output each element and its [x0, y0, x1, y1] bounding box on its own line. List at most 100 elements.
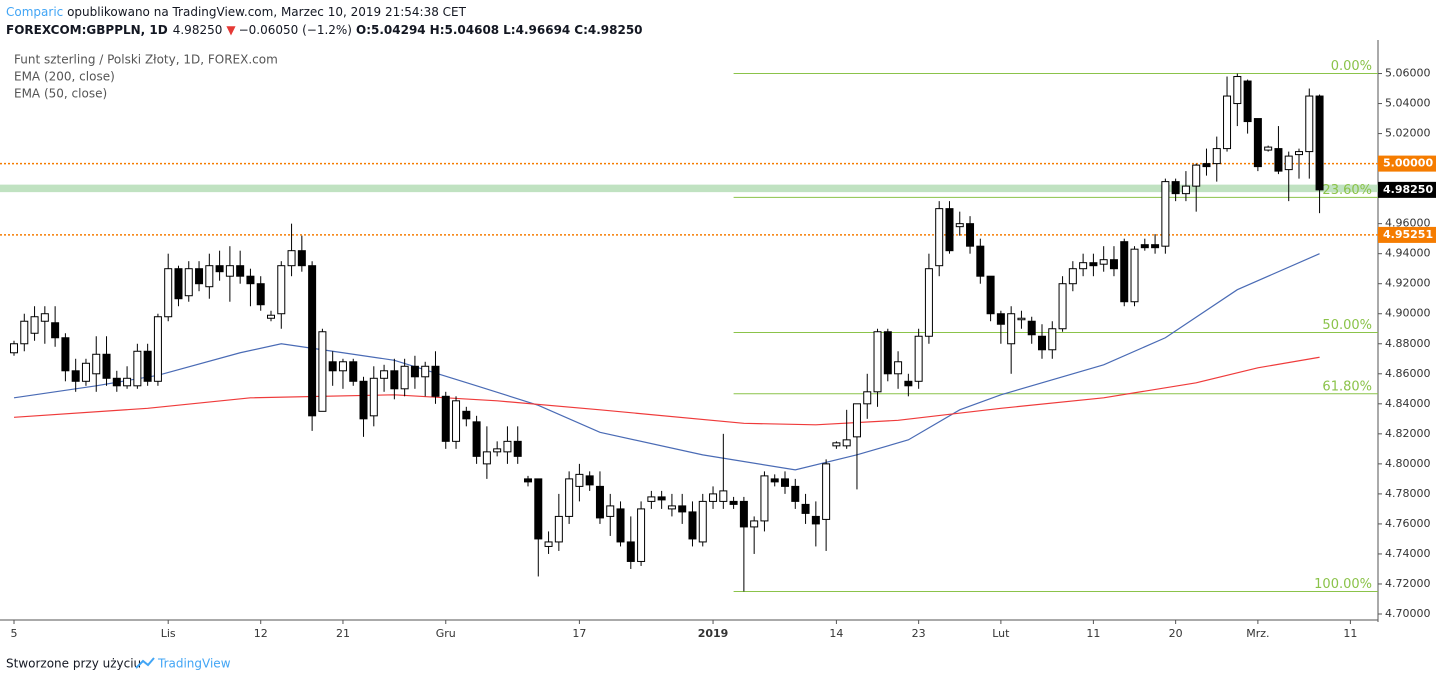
x-tick-label: 23 [912, 627, 926, 640]
candle-body [1253, 118, 1262, 168]
candle-body [472, 421, 481, 457]
candle-body [791, 485, 800, 502]
candle-body [976, 245, 985, 277]
candle-body [914, 335, 923, 382]
candle-body [503, 440, 512, 453]
candle-body [760, 475, 769, 522]
candle-body [1284, 155, 1293, 171]
candle-body [647, 496, 656, 502]
y-tick-label: 5.06000 [1385, 67, 1431, 80]
candle-body [966, 223, 975, 247]
legend-entry: EMA (50, close) [14, 87, 107, 101]
candle-body [781, 478, 789, 487]
candle-body [1079, 262, 1088, 270]
candle-body [1295, 151, 1303, 156]
candle-body [770, 478, 779, 483]
candle-body [174, 268, 183, 300]
candle-body [1068, 268, 1077, 285]
candle-body [534, 478, 543, 540]
footer-brand[interactable]: TradingView [157, 657, 231, 671]
y-tick-label: 4.78000 [1385, 487, 1431, 500]
candle-body [462, 410, 471, 420]
candle-body [565, 478, 574, 517]
candle-body [380, 370, 389, 379]
price-tag-label: 5.00000 [1383, 157, 1433, 170]
x-tick-label: 2019 [698, 627, 729, 640]
candle-body [863, 391, 872, 405]
candle-body [801, 503, 810, 514]
candle-body [739, 500, 748, 528]
c: 4.98250 [588, 23, 643, 37]
candle-body [246, 275, 255, 285]
candle-body [904, 380, 913, 387]
candle-body [102, 353, 111, 379]
x-tick-label: Lis [161, 627, 176, 640]
fib-label: 0.00% [1331, 59, 1372, 74]
y-tick-label: 4.74000 [1385, 547, 1431, 560]
candle-body [811, 515, 820, 525]
price-tag-label: 4.95251 [1383, 228, 1433, 241]
candle-body [493, 448, 502, 453]
candle-body [883, 331, 892, 375]
candle-body [1243, 80, 1252, 123]
candle-body [1223, 95, 1232, 150]
y-tick-label: 4.96000 [1385, 217, 1431, 230]
y-tick-label: 4.70000 [1385, 607, 1431, 620]
candle-body [1151, 244, 1160, 249]
candle-body [328, 361, 337, 372]
footer-text: Stworzone przy użyciu [6, 657, 141, 671]
candle-body [318, 331, 327, 412]
candle-body [1161, 181, 1170, 247]
price-tag [1378, 155, 1436, 172]
candle-body [1212, 148, 1221, 165]
candle-body [513, 440, 522, 457]
candle-body [349, 361, 358, 382]
o-label: O: [356, 23, 371, 37]
candle-body [1007, 313, 1016, 345]
h-label: H: [430, 23, 445, 37]
x-tick-label: 17 [572, 627, 586, 640]
candle-body [935, 208, 944, 267]
candle-body [585, 475, 594, 486]
candle-body [1315, 95, 1324, 191]
l: 4.96694 [516, 23, 571, 37]
candle-body [1274, 148, 1283, 172]
candle-body [51, 322, 60, 339]
candle-body [1130, 248, 1139, 303]
candle-body [71, 370, 80, 382]
y-tick-label: 4.80000 [1385, 457, 1431, 470]
fib-label: 61.80% [1322, 379, 1372, 394]
candle-body [678, 505, 687, 513]
y-tick-label: 5.02000 [1385, 127, 1431, 140]
candle-body [441, 395, 450, 442]
zone [0, 184, 1378, 193]
candle-body [1027, 320, 1036, 336]
x-tick-label: 21 [336, 627, 350, 640]
y-tick-label: 5.04000 [1385, 97, 1431, 110]
c-label: C: [574, 23, 588, 37]
candle-body [1140, 244, 1149, 249]
candle-body [277, 265, 286, 315]
candle-body [400, 365, 409, 390]
y-tick-label: 4.92000 [1385, 277, 1431, 290]
author[interactable]: Comparic [6, 5, 63, 19]
candle-body [1171, 181, 1180, 195]
candle-body [338, 361, 347, 372]
y-tick-label: 4.82000 [1385, 427, 1431, 440]
candle-body [688, 511, 697, 540]
candle-body [256, 283, 265, 306]
candle-body [1202, 163, 1211, 168]
symbol: FOREXCOM:GBPPLN, 1D [6, 23, 168, 37]
fib-label: 100.00% [1314, 577, 1372, 592]
candle-body [719, 490, 728, 502]
candle-body [852, 403, 861, 438]
h: 5.04608 [445, 23, 500, 37]
candle-body [955, 223, 964, 228]
y-tick-label: 4.72000 [1385, 577, 1431, 590]
x-tick-label: Gru [436, 627, 456, 640]
candle-body [452, 400, 461, 442]
candle-body [1120, 241, 1129, 303]
y-tick-label: 4.90000 [1385, 307, 1431, 320]
arrow: ▼ [226, 23, 236, 37]
